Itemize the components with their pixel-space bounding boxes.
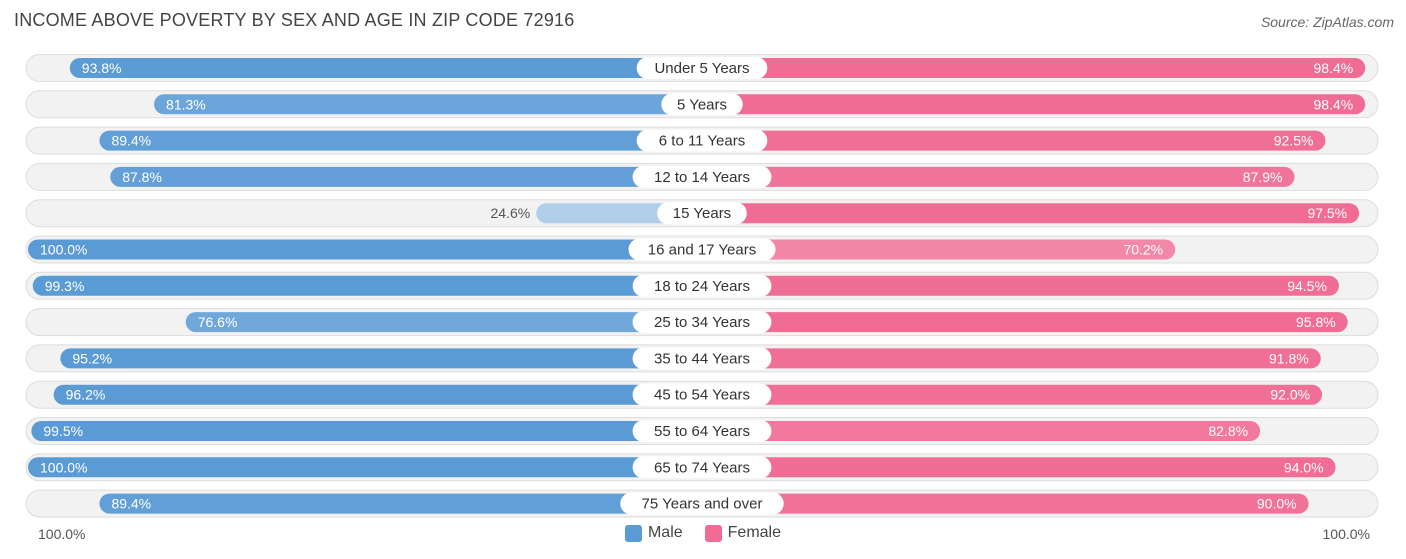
category-label-pill [632,383,772,406]
data-label-female: 98.4% [1314,96,1354,112]
category-label: 65 to 74 Years [654,459,750,476]
bar-male [32,275,702,296]
data-label-male: 76.6% [198,314,238,330]
data-label-male: 99.5% [43,423,83,439]
category-label-pill [632,420,772,442]
category-label: 35 to 44 Years [654,350,750,367]
chart-area: 93.8% 98.4% Under 5 Years 81.3% 98.4% 5 Years… [25,54,1379,518]
category-label: Under 5 Years [654,60,749,77]
bar-male [69,58,702,78]
data-label-male: 99.3% [45,278,85,294]
chart-title: INCOME ABOVE POVERTY BY SEX AND AGE IN Z… [14,10,575,30]
data-label-male: 87.8% [122,169,162,185]
legend-swatch-male [624,524,642,542]
data-label-female: 98.4% [1314,60,1354,76]
data-label-male: 93.8% [82,60,122,76]
bar-male [154,94,703,115]
bar-male [99,130,703,151]
category-label-pill [636,57,768,79]
category-label: 75 Years and over [642,496,763,513]
data-label-female: 87.9% [1243,169,1283,185]
bar-female [702,130,1326,151]
data-label-male: 96.2% [66,387,106,403]
category-label-pill [632,311,772,334]
legend-item-male: Male [624,524,683,542]
bar-female [702,166,1295,187]
category-label: 12 to 14 Years [654,169,750,186]
category-label-pill [657,202,747,225]
data-label-female: 70.2% [1123,242,1163,258]
bar-male [31,421,703,441]
bar-male [60,348,703,369]
data-label-female: 82.8% [1208,423,1248,439]
category-label: 6 to 11 Years [659,133,745,150]
legend: Male Female [0,524,1406,542]
category-label: 45 to 54 Years [654,387,750,404]
chart-source: Source: ZipAtlas.com [1260,14,1394,30]
bar-female [702,457,1336,478]
data-label-male: 81.3% [166,96,206,112]
bar-female [702,275,1339,296]
category-label-pill [632,274,772,297]
axis-left-label: 100.0% [38,526,86,542]
legend-label-female: Female [727,524,782,541]
data-label-female: 97.5% [1307,205,1347,221]
bar-female [702,312,1348,333]
bar-male [28,457,702,478]
bar-male [99,493,703,514]
bar-female [702,239,1176,260]
category-label: 15 Years [673,205,731,222]
category-label-pill [632,165,772,188]
category-label: 5 Years [677,96,727,113]
bar-male [110,166,702,187]
category-label: 25 to 34 Years [654,314,750,331]
category-label-pill [632,347,772,370]
legend-label-male: Male [647,524,683,541]
legend-swatch-female [704,524,722,542]
category-label: 18 to 24 Years [654,278,750,295]
data-label-female: 90.0% [1257,496,1297,512]
category-label-pill [636,129,768,152]
bar-female [702,348,1321,369]
legend-item-female: Female [704,524,782,542]
data-label-female: 95.8% [1296,314,1336,330]
data-label-female: 92.5% [1274,133,1314,149]
bar-female [702,58,1366,78]
data-label-female: 92.0% [1270,387,1310,403]
data-label-female: 94.5% [1287,278,1327,294]
data-label-male: 89.4% [111,133,151,149]
category-label: 55 to 64 Years [654,423,750,440]
bar-female [702,421,1261,441]
bar-female [702,384,1323,405]
data-label-male: 100.0% [40,459,87,475]
category-label: 16 and 17 Years [648,242,756,259]
bar-female [702,493,1309,514]
axis-right-label: 100.0% [1322,526,1370,542]
data-label-male: 89.4% [111,496,151,512]
category-label-pill [661,93,743,116]
bar-female [702,203,1360,224]
data-label-female: 91.8% [1269,350,1309,366]
data-label-male: 100.0% [40,242,87,258]
bar-male [185,312,702,333]
category-label-pill [628,238,776,261]
data-label-male: 95.2% [72,350,112,366]
bar-female [702,94,1366,115]
bar-male [53,384,702,405]
data-label-female: 94.0% [1284,459,1324,475]
bar-male [28,239,702,260]
category-label-pill [632,456,772,479]
category-label-pill [620,492,784,515]
data-label-male: 24.6% [490,205,530,221]
